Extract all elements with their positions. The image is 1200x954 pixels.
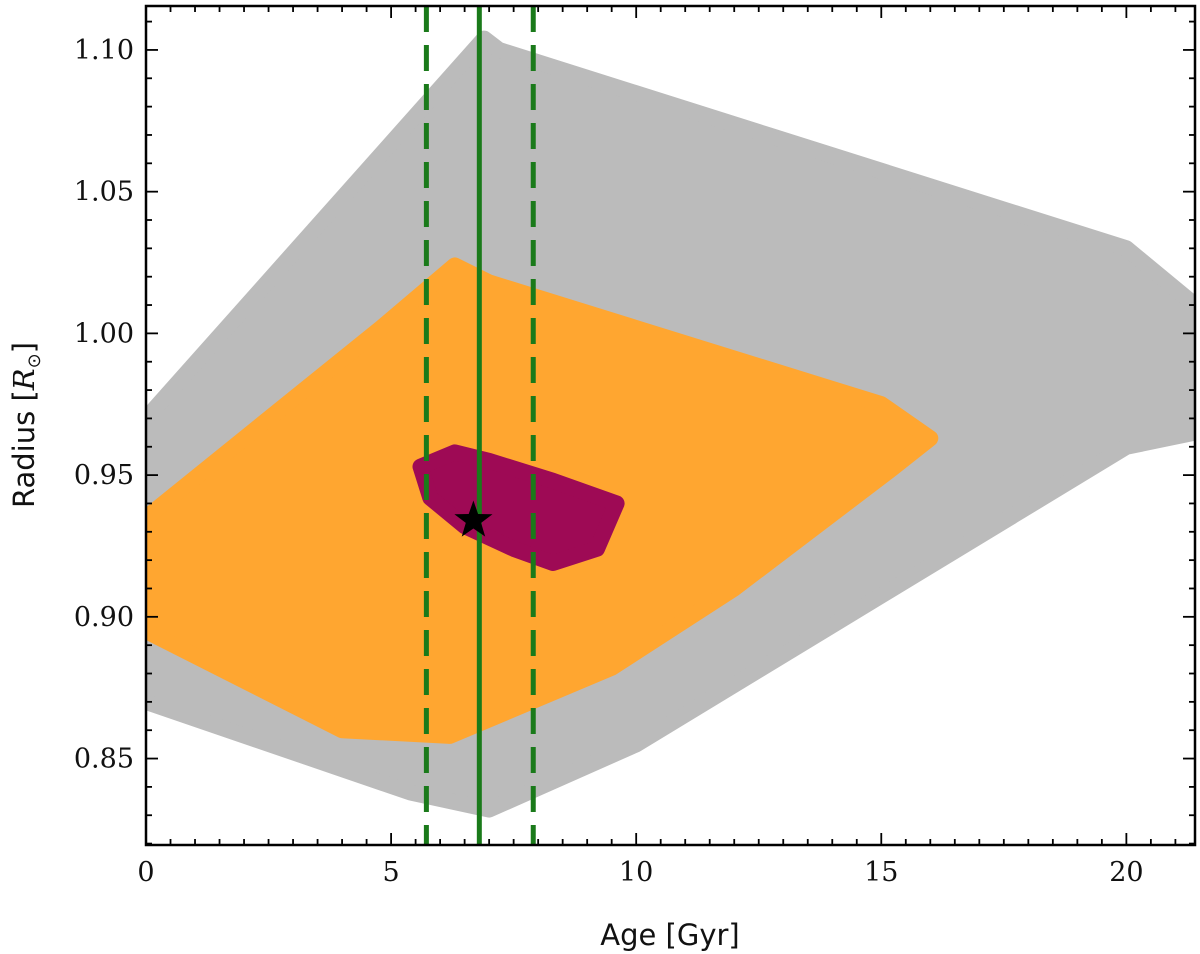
- plot-frame: [144, 4, 1197, 847]
- y-tick-labels: 0.85 0.90 0.95 1.00 1.05 1.10: [74, 35, 134, 775]
- x-axis-label: Age [Gyr]: [600, 918, 740, 952]
- x-tick-label: 15: [864, 857, 898, 888]
- axis-ticks: [145, 6, 1195, 845]
- model-clouds: [146, 30, 1195, 818]
- y-tick-label: 1.05: [74, 177, 134, 208]
- age-lines: [423, 6, 536, 845]
- y-tick-label: 0.85: [74, 744, 134, 775]
- x-tick-label: 20: [1109, 857, 1143, 888]
- y-tick-label: 0.95: [74, 460, 134, 491]
- best-fit-star: [454, 500, 493, 537]
- y-tick-label: 1.10: [74, 35, 134, 66]
- x-tick-label: 0: [137, 857, 154, 888]
- x-tick-label: 10: [619, 857, 653, 888]
- y-tick-label: 1.00: [74, 318, 134, 349]
- x-tick-label: 5: [382, 857, 399, 888]
- x-tick-labels: 0 5 10 15 20: [137, 857, 1143, 888]
- y-tick-label: 0.90: [74, 602, 134, 633]
- best-fit-marker: [454, 500, 493, 537]
- y-axis-label: Radius [R⊙]: [7, 342, 45, 508]
